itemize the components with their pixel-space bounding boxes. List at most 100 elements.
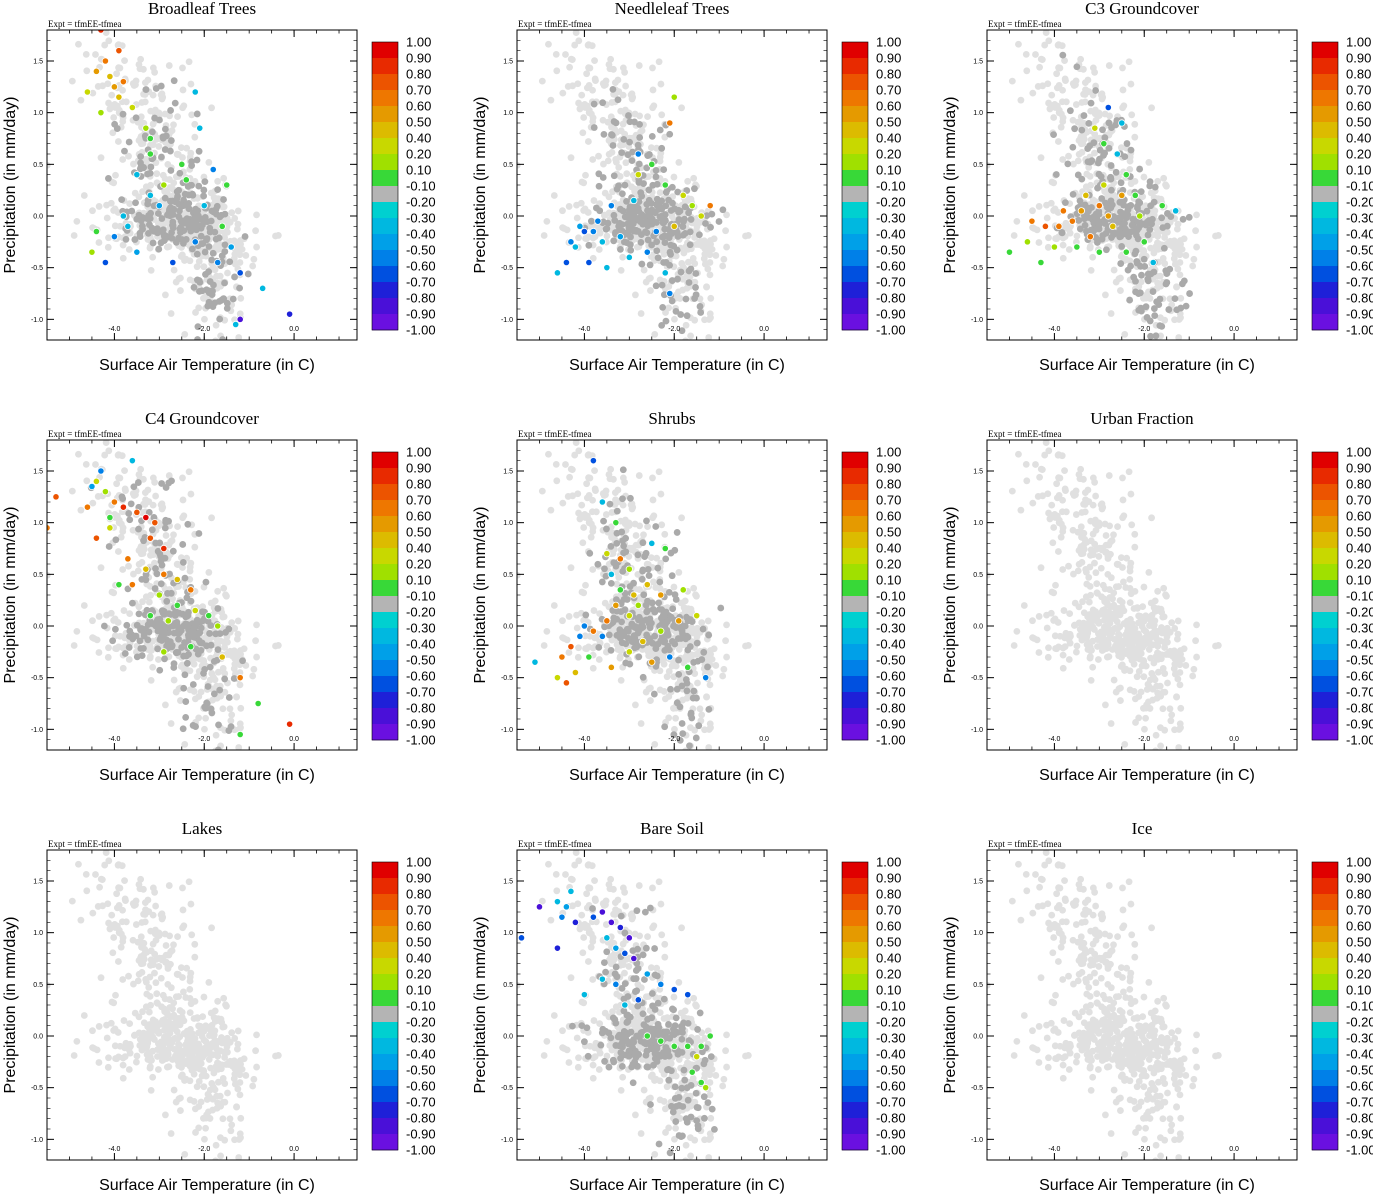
bg-point: [1154, 177, 1162, 185]
neutral-point: [182, 620, 189, 628]
bg-point: [103, 214, 111, 222]
bg-point: [693, 219, 700, 227]
data-point: [607, 202, 615, 210]
colorbar-label: -0.50: [406, 243, 436, 258]
bg-point: [583, 494, 591, 502]
neutral-point: [1150, 198, 1158, 206]
panel-title: C4 Groundcover: [145, 409, 259, 428]
y-tick-label: 1.5: [33, 59, 43, 66]
scatter-points: [47, 7, 294, 340]
y-tick-label: 1.0: [33, 110, 43, 117]
bg-point: [119, 566, 127, 573]
bg-point: [1059, 234, 1067, 242]
neutral-point: [217, 211, 225, 219]
bg-point: [224, 269, 231, 277]
bg-point: [559, 617, 566, 625]
bg-point: [165, 62, 173, 69]
bg-point: [647, 554, 655, 562]
colorbar-label: 0.10: [876, 163, 901, 178]
bg-point: [565, 613, 573, 620]
bg-point: [140, 475, 147, 483]
bg-point: [655, 387, 662, 394]
bg-point: [1120, 102, 1128, 110]
neutral-point: [654, 254, 662, 262]
scatter-points: [517, 7, 752, 394]
bg-point: [211, 266, 219, 274]
colorbar-label: -1.00: [406, 323, 436, 338]
bg-point: [619, 474, 627, 482]
y-axis-label: Precipitation (in mm/day): [472, 97, 489, 274]
data-point: [97, 467, 105, 475]
bg-point: [559, 634, 567, 641]
neutral-point: [611, 217, 619, 224]
x-tick-label: -4.0: [1048, 326, 1060, 333]
neutral-point: [659, 303, 667, 311]
bg-point: [1053, 70, 1061, 78]
neutral-point: [1096, 155, 1103, 163]
bg-point: [1062, 219, 1070, 227]
neutral-point: [610, 172, 618, 180]
bg-point: [574, 490, 582, 498]
neutral-point: [195, 530, 203, 537]
data-point: [286, 310, 294, 318]
data-point: [214, 258, 222, 267]
neutral-point: [1123, 209, 1131, 217]
bg-point: [110, 617, 118, 624]
bg-point: [101, 7, 108, 14]
bg-point: [589, 234, 597, 242]
data-point: [214, 622, 222, 630]
colorbar-frame: [841, 41, 869, 331]
neutral-point: [610, 211, 618, 219]
colorbar-label: -0.50: [876, 243, 906, 258]
neutral-point: [1064, 160, 1072, 168]
bg-point: [615, 574, 623, 581]
bg-point: [186, 667, 194, 675]
neutral-point: [150, 514, 158, 521]
neutral-point: [1074, 216, 1082, 224]
neutral-point: [630, 204, 638, 212]
neutral-point: [691, 185, 698, 193]
colorbar-swatch: [372, 266, 398, 283]
neutral-point: [665, 196, 672, 204]
neutral-point: [199, 608, 206, 616]
bg-point: [595, 656, 603, 663]
neutral-point: [153, 570, 161, 578]
bg-point: [547, 506, 555, 514]
colorbar-swatch: [372, 186, 398, 203]
neutral-point: [220, 295, 228, 303]
bg-point: [580, 589, 588, 597]
data-point: [133, 508, 141, 516]
colorbar-swatch: [372, 612, 398, 629]
bg-point: [633, 243, 641, 251]
data-point: [128, 103, 136, 112]
bg-point: [1126, 153, 1134, 161]
colorbar-label: -0.90: [406, 717, 436, 732]
bg-point: [155, 656, 162, 663]
bg-point: [577, 199, 585, 207]
neutral-point: [149, 128, 156, 136]
bg-point: [573, 214, 581, 222]
bg-point: [101, 451, 109, 459]
neutral-point: [118, 493, 126, 501]
colorbar-label: 0.80: [406, 477, 431, 492]
neutral-point: [145, 508, 153, 516]
colorbar-frame: [371, 451, 399, 741]
bg-point: [1070, 160, 1077, 168]
neutral-point: [139, 225, 146, 233]
neutral-point: [646, 261, 654, 269]
bg-point: [571, 7, 578, 14]
neutral-point: [112, 536, 120, 544]
neutral-point: [1131, 250, 1139, 258]
neutral-point: [1085, 119, 1093, 127]
colorbar-label: 0.60: [406, 509, 431, 524]
bg-point: [1171, 260, 1179, 268]
neutral-point: [179, 725, 187, 733]
bg-point: [1173, 283, 1180, 291]
bg-point: [569, 82, 577, 90]
data-point: [191, 238, 199, 246]
bg-point: [75, 450, 82, 458]
neutral-point: [685, 267, 693, 275]
colorbar-label: -0.50: [406, 653, 436, 668]
bg-point: [647, 274, 654, 282]
colorbar-frame: [1311, 41, 1339, 331]
